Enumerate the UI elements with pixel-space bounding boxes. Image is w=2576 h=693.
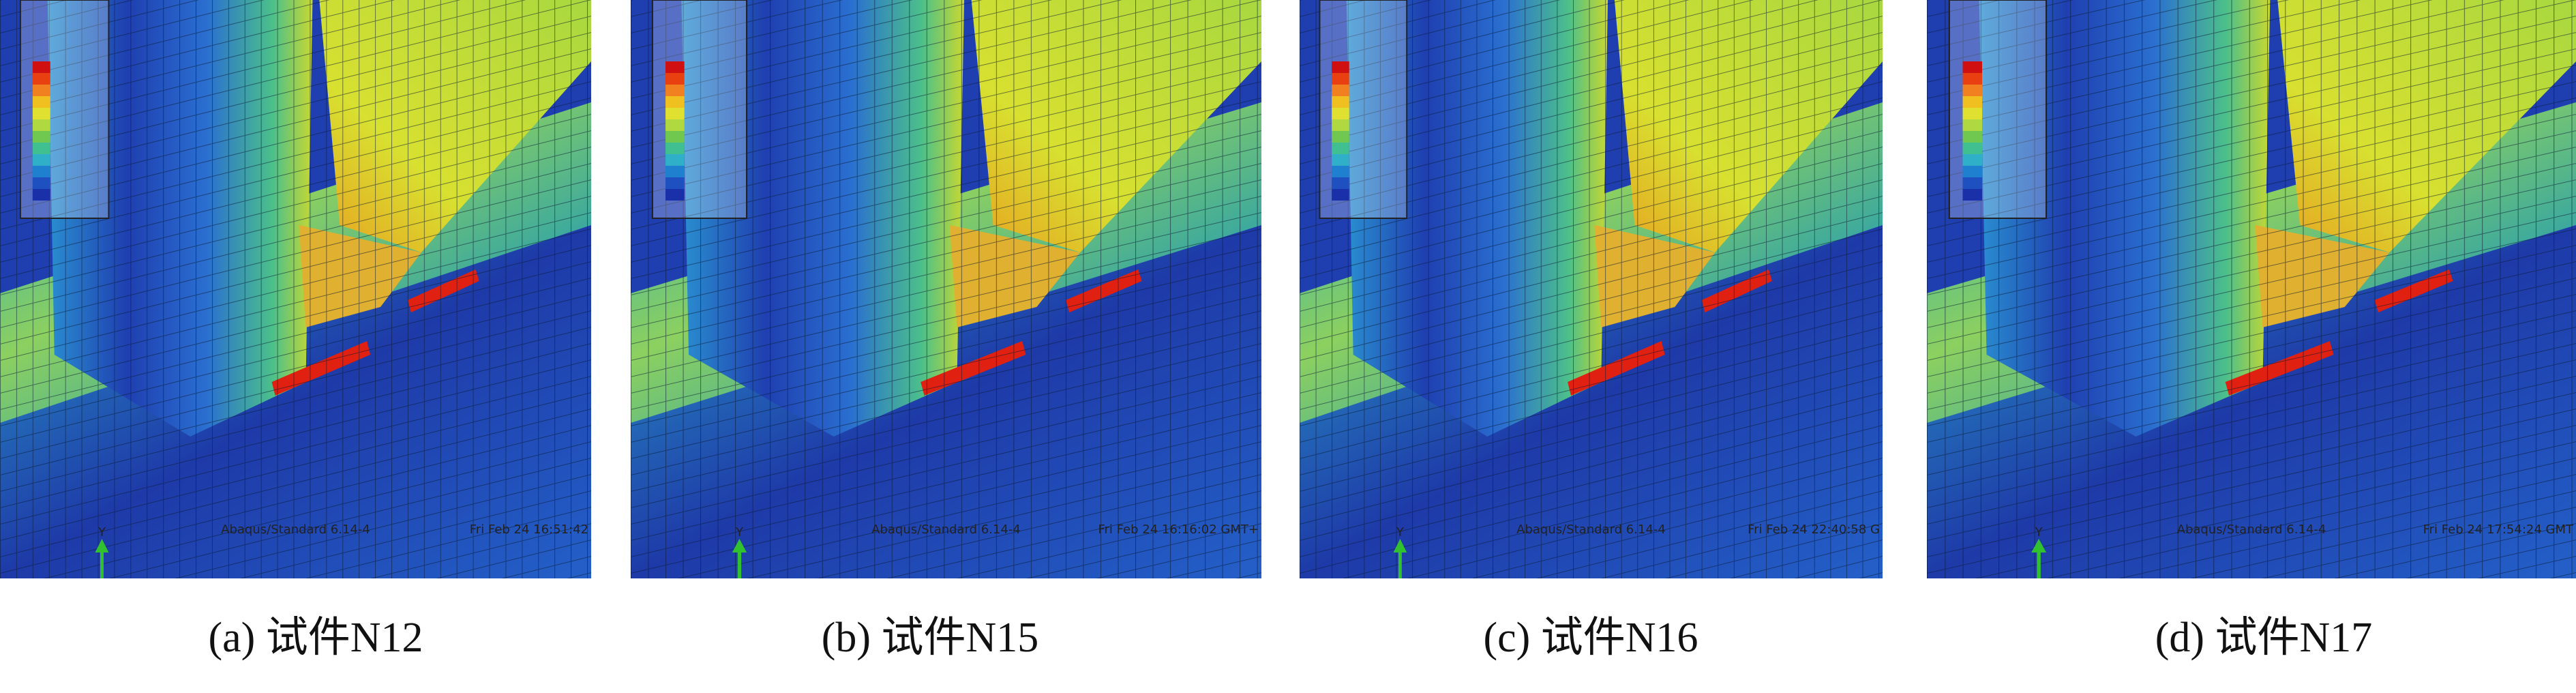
timestamp: Fri Feb 24 22:40:58 G	[1748, 522, 1880, 537]
legend-swatch	[1332, 73, 1349, 85]
axis-arrow-head	[1393, 539, 1407, 552]
axis-label: Y	[1396, 525, 1405, 540]
legend-swatch	[1962, 96, 1982, 108]
legend-swatch	[32, 189, 50, 201]
legend-swatch	[665, 119, 685, 131]
legend-swatch	[32, 73, 50, 85]
legend-swatch	[1332, 61, 1349, 73]
mesh	[0, 0, 591, 578]
legend-swatch	[665, 85, 685, 96]
legend-swatch	[1962, 166, 1982, 177]
mesh	[1300, 0, 1883, 578]
legend-swatch	[1332, 131, 1349, 143]
legend-swatch	[32, 131, 50, 143]
legend-swatch	[1332, 108, 1349, 119]
legend-swatch	[1962, 143, 1982, 154]
timestamp: Fri Feb 24 17:54:24 GMT	[2423, 522, 2574, 537]
legend-swatch	[1962, 108, 1982, 119]
mesh	[631, 0, 1261, 578]
solver-version: Abaqus/Standard 6.14-4	[221, 522, 370, 537]
solver-version: Abaqus/Standard 6.14-4	[2177, 522, 2326, 537]
legend-swatch	[665, 73, 685, 85]
model	[0, 0, 591, 578]
legend-swatch	[665, 154, 685, 166]
legend-swatch	[1962, 119, 1982, 131]
legend-swatch	[665, 189, 685, 201]
legend-swatch	[1332, 166, 1349, 177]
axis-arrow-head	[95, 539, 109, 552]
legend-swatch	[1962, 73, 1982, 85]
caption: (c) 试件N16	[1483, 615, 1698, 661]
legend-swatch	[1962, 154, 1982, 166]
legend-swatch	[1332, 96, 1349, 108]
axis-label: Y	[2035, 525, 2043, 540]
legend-swatch	[32, 177, 50, 189]
axis-label: Y	[98, 525, 106, 540]
caption: (d) 试件N17	[2155, 615, 2373, 661]
legend-swatch	[1332, 85, 1349, 96]
legend-swatch	[32, 108, 50, 119]
legend-swatch	[1332, 177, 1349, 189]
fea-panel: Y Abaqus/Standard 6.14-4 Fri Feb 24 22:40:…	[1300, 0, 1883, 578]
timestamp: Fri Feb 24 16:16:02 GMT+	[1098, 522, 1259, 537]
legend-swatch	[1962, 131, 1982, 143]
legend-swatch	[32, 85, 50, 96]
axis-arrow-head	[2031, 539, 2047, 552]
solver-version: Abaqus/Standard 6.14-4	[1516, 522, 1666, 537]
model	[1927, 0, 2576, 578]
fea-panel: Y Abaqus/Standard 6.14-4 Fri Feb 24 16:16:…	[631, 0, 1261, 578]
legend-swatch	[1962, 85, 1982, 96]
model	[631, 0, 1261, 578]
caption: (b) 试件N15	[822, 615, 1039, 661]
legend-swatch	[1332, 154, 1349, 166]
legend-swatch	[32, 166, 50, 177]
axis-label: Y	[735, 525, 744, 540]
model	[1300, 0, 1883, 578]
legend-swatch	[665, 177, 685, 189]
legend-swatch	[1962, 189, 1982, 201]
legend-swatch	[32, 96, 50, 108]
legend-swatch	[665, 61, 685, 73]
legend-swatch	[32, 61, 50, 73]
axis-arrow-head	[732, 539, 747, 552]
legend-swatch	[665, 143, 685, 154]
legend-swatch	[1332, 119, 1349, 131]
fea-panel: Y Abaqus/Standard 6.14-4 Fri Feb 24 17:54:…	[1927, 0, 2576, 578]
legend-swatch	[665, 166, 685, 177]
legend-swatch	[32, 119, 50, 131]
legend-swatch	[1332, 143, 1349, 154]
legend-swatch	[1332, 189, 1349, 201]
legend-swatch	[32, 143, 50, 154]
legend-swatch	[665, 108, 685, 119]
mesh	[1927, 0, 2576, 578]
fea-panel: Y Abaqus/Standard 6.14-4 Fri Feb 24 16:51:…	[0, 0, 591, 578]
legend-swatch	[665, 131, 685, 143]
legend-swatch	[665, 96, 685, 108]
solver-version: Abaqus/Standard 6.14-4	[871, 522, 1021, 537]
caption: (a) 试件N12	[208, 615, 423, 661]
legend-swatch	[1962, 61, 1982, 73]
legend-swatch	[32, 154, 50, 166]
timestamp: Fri Feb 24 16:51:42	[470, 522, 588, 537]
legend-swatch	[1962, 177, 1982, 189]
